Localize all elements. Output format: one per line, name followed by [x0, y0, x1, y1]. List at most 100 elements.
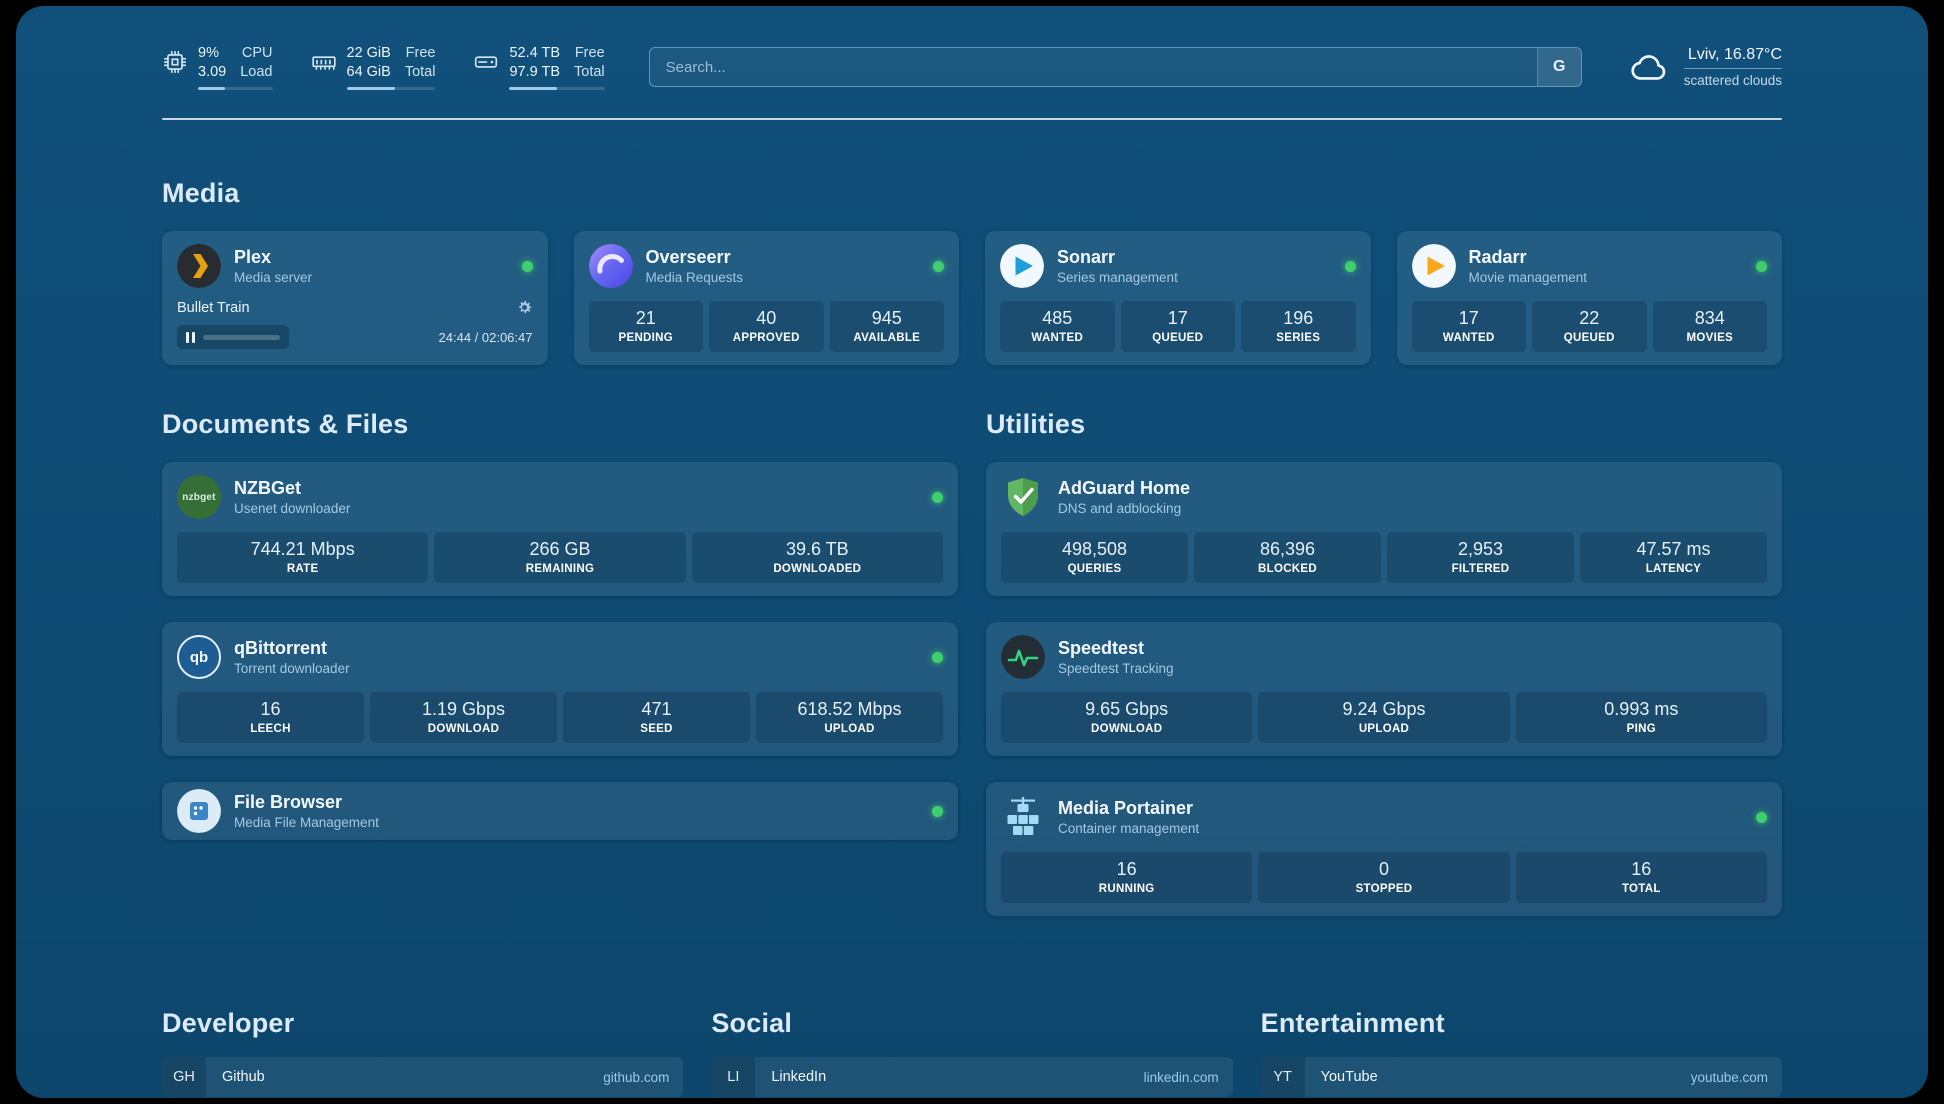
- dashboard-window: 9% 3.09 CPU Load: [16, 6, 1928, 1098]
- stat-label: BLOCKED: [1258, 563, 1317, 576]
- now-playing-title: Bullet Train: [177, 299, 250, 316]
- app-subtitle: DNS and adblocking: [1058, 501, 1182, 517]
- disk-free-label: Free: [574, 45, 605, 61]
- app-subtitle: Media Requests: [645, 270, 744, 286]
- app-subtitle: Usenet downloader: [234, 501, 351, 517]
- stat-tile: 17 QUEUED: [1120, 301, 1235, 353]
- stat-label: SERIES: [1276, 332, 1321, 345]
- app-meta: Sonarr Series management: [1057, 247, 1178, 285]
- stat-value: 17: [1458, 308, 1479, 329]
- stat-value: 40: [756, 308, 777, 329]
- app-meta: Radarr Movie management: [1469, 247, 1588, 285]
- search-engine-badge[interactable]: G: [1536, 48, 1581, 87]
- disk-icon: [473, 49, 499, 75]
- cpu-usage-bar: [198, 87, 273, 91]
- adguard-shield-icon: [1001, 475, 1045, 519]
- stat-tile: 0 STOPPED: [1258, 852, 1510, 904]
- qbittorrent-icon-label: qb: [189, 648, 209, 666]
- stat-label: PING: [1626, 723, 1656, 736]
- radarr-card[interactable]: Radarr Movie management 17 WANTED 22 QUE…: [1396, 231, 1782, 366]
- portainer-card[interactable]: Media Portainer Container management 16 …: [986, 782, 1782, 917]
- stats-row: 498,508 QUERIES 86,396 BLOCKED 2,953 FIL…: [1001, 532, 1767, 584]
- progress-track: [203, 334, 280, 340]
- stats-row: 744.21 Mbps RATE 266 GB REMAINING 39.6 T…: [177, 532, 943, 584]
- stat-tile: 498,508 QUERIES: [1001, 532, 1188, 584]
- filebrowser-card[interactable]: File Browser Media File Management: [162, 782, 958, 841]
- overseerr-card[interactable]: Overseerr Media Requests 21 PENDING 40 A…: [573, 231, 959, 366]
- portainer-crane-icon: [1001, 795, 1045, 839]
- developer-bookmarks: Developer GH Github github.com SO StackO…: [162, 1008, 684, 1098]
- ram-metric: 22 GiB 64 GiB Free Total: [311, 44, 436, 91]
- bookmark-url: youtube.com: [1690, 1069, 1768, 1085]
- stat-label: LEECH: [250, 723, 291, 736]
- weather-widget: Lviv, 16.87°C scattered clouds: [1628, 46, 1782, 88]
- ram-total-value: 64 GiB: [346, 64, 391, 81]
- stat-tile: 16 TOTAL: [1515, 852, 1767, 904]
- speedtest-icon: [1001, 635, 1045, 680]
- speedtest-card-header: Speedtest Speedtest Tracking: [1001, 635, 1767, 680]
- playback-time: 24:44 / 02:06:47: [438, 329, 533, 345]
- header-divider: [162, 118, 1782, 121]
- stat-value: 196: [1283, 308, 1314, 329]
- speedtest-card[interactable]: Speedtest Speedtest Tracking 9.65 Gbps D…: [986, 622, 1782, 757]
- documents-column: Documents & Files nzbget NZBGet Usenet d…: [162, 409, 958, 866]
- stat-tile: 2,953 FILTERED: [1387, 532, 1574, 584]
- search-input[interactable]: [648, 47, 1582, 88]
- radarr-icon: [1411, 244, 1456, 289]
- stat-label: UPLOAD: [1358, 723, 1410, 736]
- nzbget-card[interactable]: nzbget NZBGet Usenet downloader 744.21 M…: [162, 462, 958, 597]
- app-meta: qBittorrent Torrent downloader: [234, 638, 350, 676]
- app-subtitle: Container management: [1058, 821, 1200, 837]
- stat-value: 22: [1579, 308, 1600, 329]
- stat-value: 86,396: [1259, 539, 1316, 560]
- pause-icon: [186, 331, 195, 343]
- stat-tile: 16 LEECH: [177, 692, 364, 744]
- stat-value: 0.993 ms: [1604, 699, 1679, 720]
- stat-value: 16: [260, 699, 281, 720]
- status-online-dot: [521, 260, 533, 272]
- stat-label: TOTAL: [1621, 883, 1661, 896]
- sonarr-card[interactable]: Sonarr Series management 485 WANTED 17 Q…: [985, 231, 1371, 366]
- pause-button[interactable]: [177, 325, 289, 350]
- section-title-developer: Developer: [162, 1008, 295, 1039]
- qbittorrent-card[interactable]: qb qBittorrent Torrent downloader 16: [162, 622, 958, 757]
- stat-tile: 945 AVAILABLE: [829, 301, 944, 353]
- app-name: Speedtest: [1058, 638, 1145, 659]
- plex-card[interactable]: Plex Media server Bullet Train: [162, 231, 548, 366]
- disk-usage-bar: [509, 87, 605, 91]
- stats-row: 9.65 Gbps DOWNLOAD 9.24 Gbps UPLOAD 0.99…: [1001, 692, 1767, 744]
- app-meta: Overseerr Media Requests: [646, 247, 744, 285]
- stat-value: 618.52 Mbps: [797, 699, 902, 720]
- radarr-card-header: Radarr Movie management: [1411, 244, 1767, 289]
- bookmark-github[interactable]: GH Github github.com: [162, 1057, 684, 1098]
- status-online-dot: [1756, 811, 1767, 823]
- plex-icon: [177, 244, 221, 289]
- bookmark-linkedin[interactable]: LI LinkedIn linkedin.com: [711, 1057, 1233, 1098]
- app-name: Media Portainer: [1058, 798, 1194, 819]
- bookmark-youtube[interactable]: YT YouTube youtube.com: [1260, 1057, 1782, 1098]
- section-title-utilities: Utilities: [986, 409, 1086, 440]
- gear-icon[interactable]: [516, 299, 533, 316]
- player-row: 24:44 / 02:06:47: [177, 325, 533, 350]
- stat-tile: 22 QUEUED: [1532, 301, 1647, 353]
- bookmark-name: Github: [222, 1069, 265, 1086]
- stats-row: 16 LEECH 1.19 Gbps DOWNLOAD 471 SEED: [177, 692, 943, 744]
- app-name: qBittorrent: [234, 638, 327, 659]
- bookmark-abbr: GH: [162, 1057, 206, 1098]
- stat-label: QUEUED: [1152, 332, 1204, 345]
- stat-value: 16: [1631, 859, 1652, 880]
- section-title-entertainment: Entertainment: [1260, 1008, 1445, 1039]
- adguard-card[interactable]: AdGuard Home DNS and adblocking 498,508 …: [986, 462, 1782, 597]
- stat-tile: 86,396 BLOCKED: [1194, 532, 1381, 584]
- app-name: Radarr: [1468, 247, 1527, 268]
- app-name: AdGuard Home: [1058, 478, 1191, 499]
- now-playing-row: Bullet Train: [177, 299, 533, 316]
- stat-value: 9.24 Gbps: [1342, 699, 1426, 720]
- stat-label: SEED: [640, 723, 673, 736]
- stat-tile: 39.6 TB DOWNLOADED: [691, 532, 943, 584]
- app-name: Plex: [234, 247, 272, 268]
- overseerr-card-header: Overseerr Media Requests: [588, 244, 944, 289]
- cloud-icon: [1628, 46, 1670, 88]
- status-online-dot: [933, 260, 944, 272]
- app-subtitle: Speedtest Tracking: [1058, 661, 1174, 677]
